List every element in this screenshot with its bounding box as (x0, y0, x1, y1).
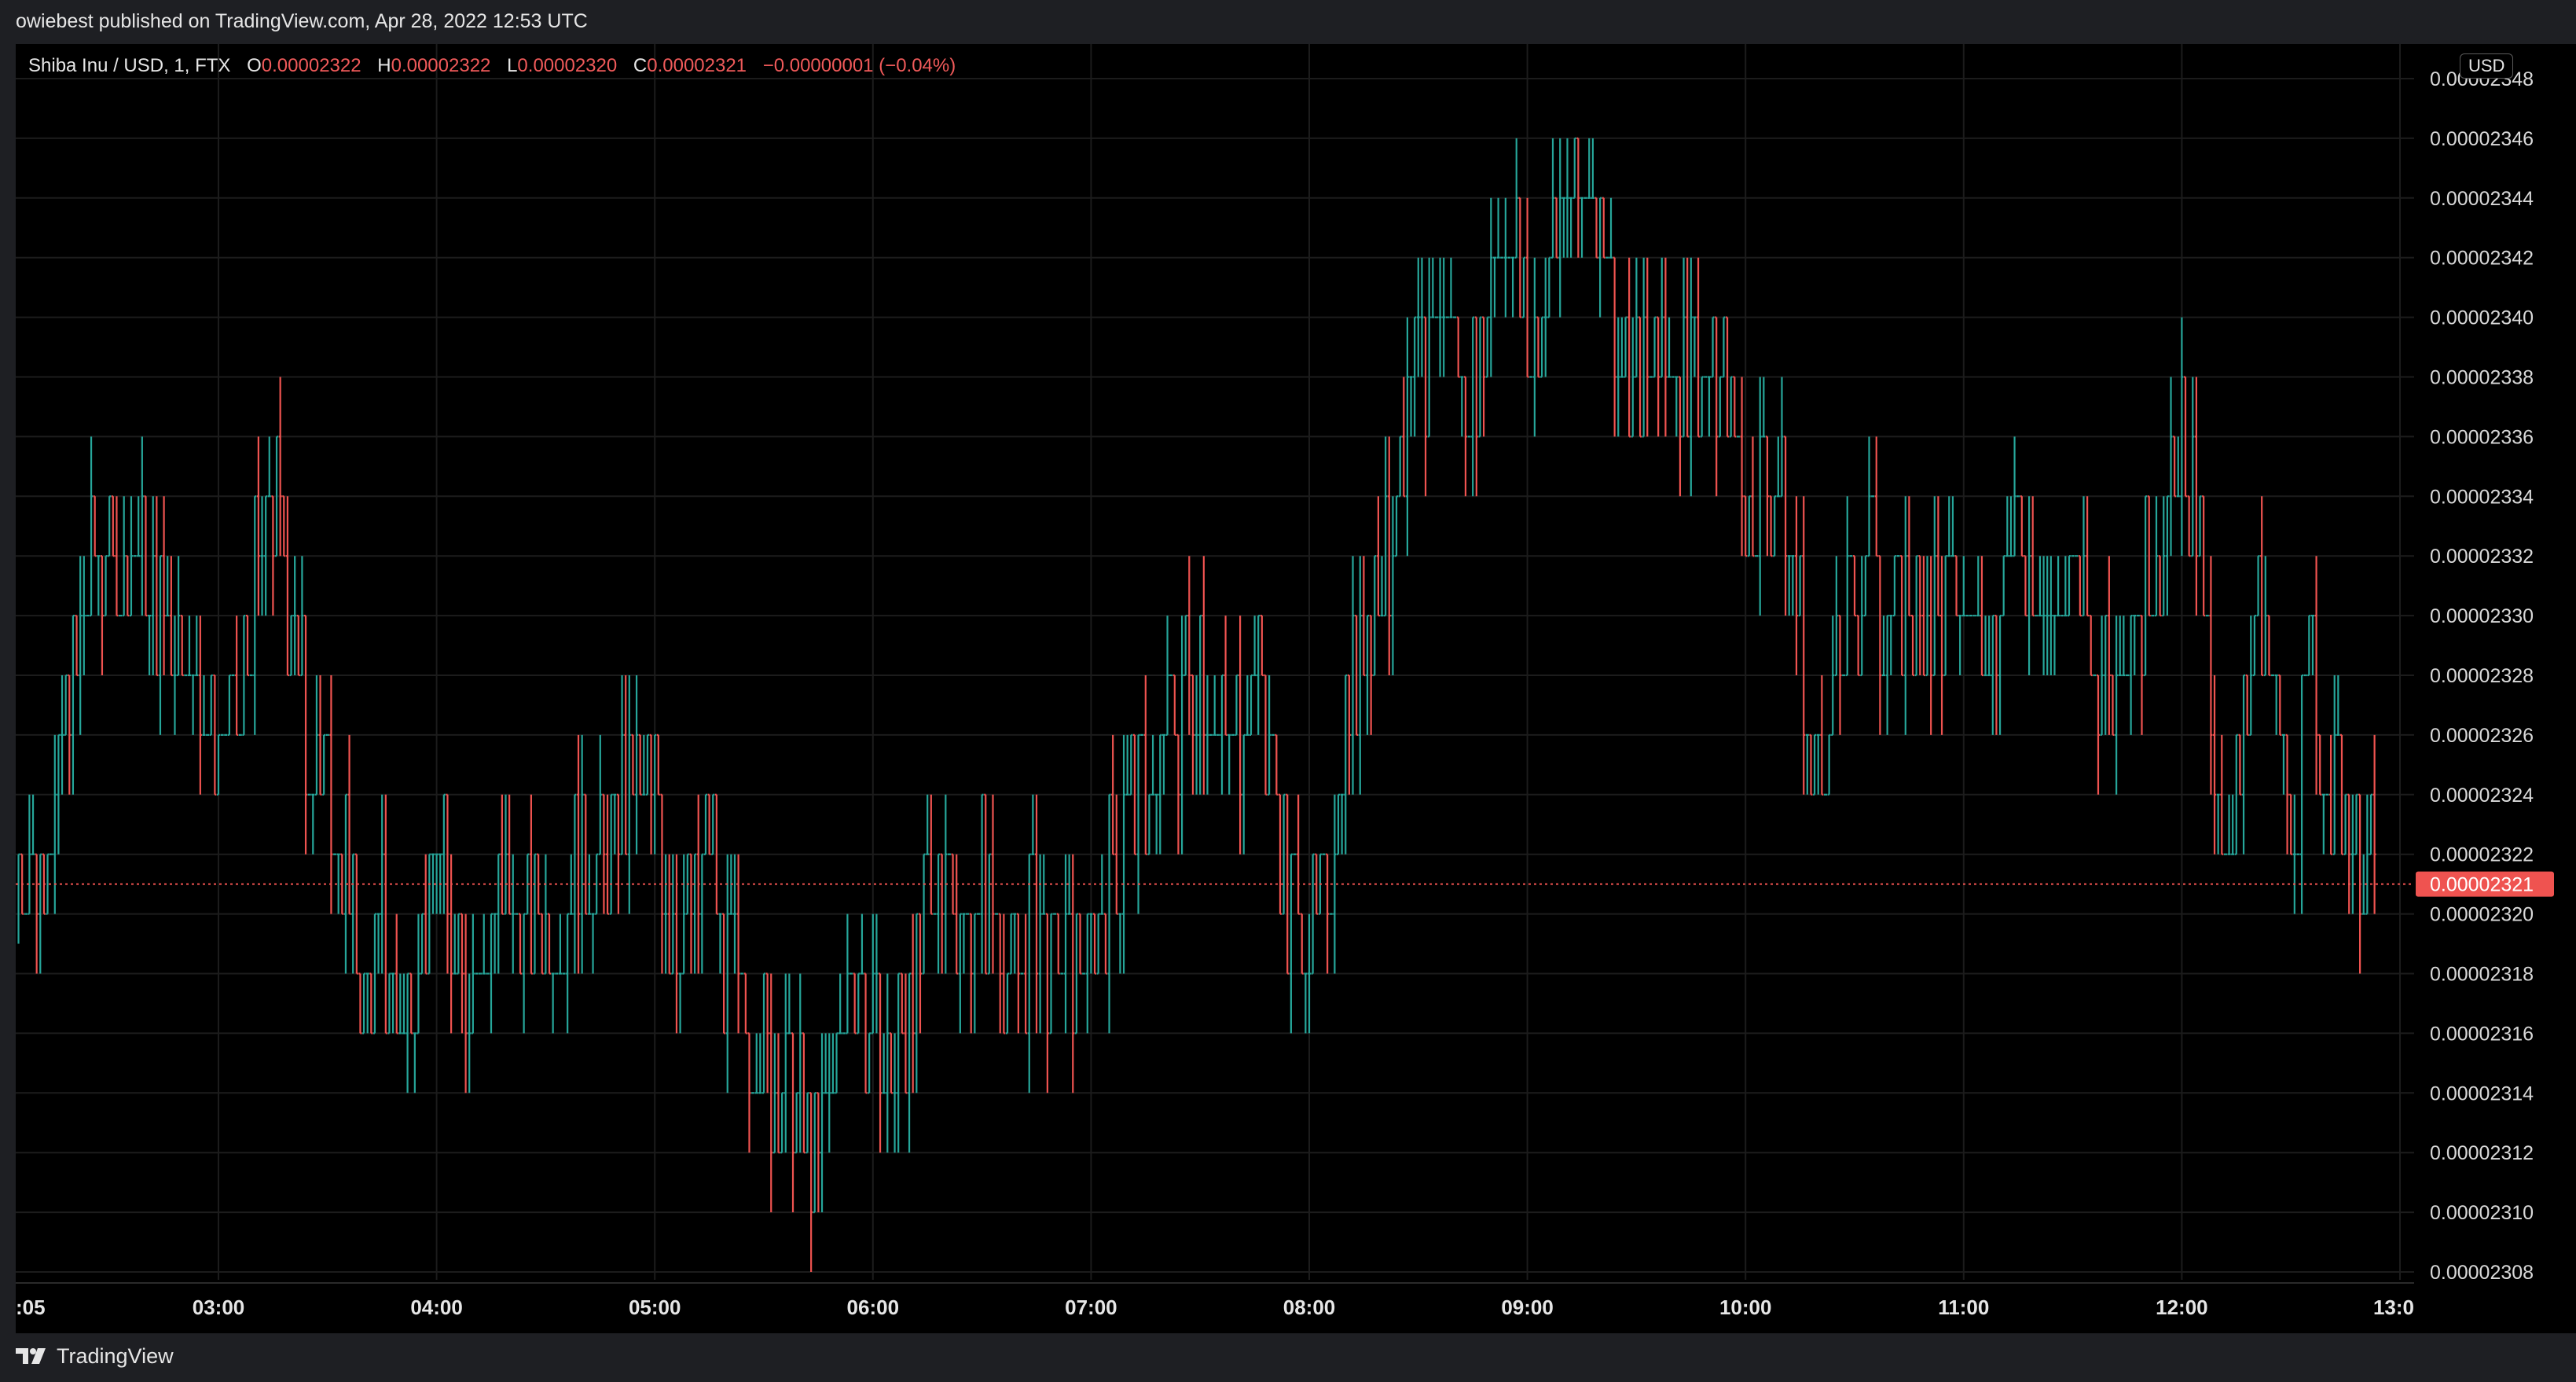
y-tick-label: 0.00002314 (2430, 1082, 2534, 1104)
x-tick-label: 03:00 (193, 1296, 245, 1319)
top-bar: owiebest published on TradingView.com, A… (0, 0, 2576, 44)
y-tick-label: 0.00002310 (2430, 1202, 2534, 1224)
y-tick-label: 0.00002328 (2430, 665, 2534, 687)
currency-button[interactable]: USD (2460, 53, 2514, 79)
chart-panel[interactable] (16, 44, 2576, 1333)
x-tick-label: 11:00 (1938, 1296, 1989, 1319)
x-tick-label: 09:00 (1501, 1296, 1554, 1319)
y-tick-label: 0.00002312 (2430, 1142, 2534, 1164)
x-tick-label: 08:00 (1283, 1296, 1336, 1319)
symbol-label[interactable]: Shiba Inu / USD, 1, FTX (28, 55, 231, 76)
y-tick-label: 0.00002322 (2430, 844, 2534, 866)
y-tick-label: 0.00002332 (2430, 546, 2534, 568)
y-tick-label: 0.00002318 (2430, 964, 2534, 986)
low-value: 0.00002320 (517, 55, 618, 76)
x-tick-label: 07:00 (1065, 1296, 1117, 1319)
x-tick-label: 12:00 (2156, 1296, 2208, 1319)
y-tick-label: 0.00002324 (2430, 785, 2534, 807)
change-value: −0.00000001 (−0.04%) (762, 55, 956, 76)
high-value: 0.00002322 (391, 55, 491, 76)
y-tick-label: 0.00002344 (2430, 188, 2534, 210)
y-tick-label: 0.00002336 (2430, 426, 2534, 448)
bottom-bar (0, 1333, 2576, 1382)
y-tick-label: 0.00002334 (2430, 486, 2534, 508)
tradingview-logo-text: TradingView (57, 1343, 174, 1368)
axes: 0.00002308 0.00002310 0.00002312 0.00002314… (16, 68, 2534, 1319)
price-bars (17, 137, 2376, 1272)
tradingview-logo-icon (16, 1348, 46, 1364)
close-value: 0.00002321 (647, 55, 747, 76)
x-tick-label: 10:00 (1719, 1296, 1772, 1319)
y-tick-label: 0.00002308 (2430, 1262, 2534, 1284)
x-tick-label: 13:0 (2373, 1296, 2414, 1319)
x-tick-label: 05:00 (629, 1296, 681, 1319)
tradingview-logo[interactable]: TradingView (16, 1342, 174, 1370)
y-tick-label: 0.00002342 (2430, 248, 2534, 270)
y-tick-label: 0.00002320 (2430, 904, 2534, 926)
open-value: 0.00002322 (261, 55, 361, 76)
open-label: O (247, 55, 262, 76)
last-price-line: 0.00002321 (16, 871, 2554, 897)
close-label: C (633, 55, 648, 76)
published-by-text: owiebest published on TradingView.com, A… (16, 10, 588, 32)
y-tick-label: 0.00002338 (2430, 367, 2534, 389)
low-label: L (507, 55, 518, 76)
y-tick-label: 0.00002330 (2430, 605, 2534, 627)
last-price-label: 0.00002321 (2430, 874, 2534, 896)
high-label: H (377, 55, 391, 76)
y-tick-label: 0.00002340 (2430, 307, 2534, 329)
x-tick-label: :05 (16, 1296, 46, 1319)
y-tick-label: 0.00002346 (2430, 128, 2534, 150)
x-tick-label: 04:00 (410, 1296, 463, 1319)
y-tick-label: 0.00002316 (2430, 1023, 2534, 1045)
last-price-badge (2416, 871, 2554, 897)
ohlc-legend: Shiba Inu / USD, 1, FTX O0.00002322 H0.0… (28, 55, 956, 80)
y-tick-label: 0.00002326 (2430, 725, 2534, 747)
x-tick-label: 06:00 (847, 1296, 900, 1319)
